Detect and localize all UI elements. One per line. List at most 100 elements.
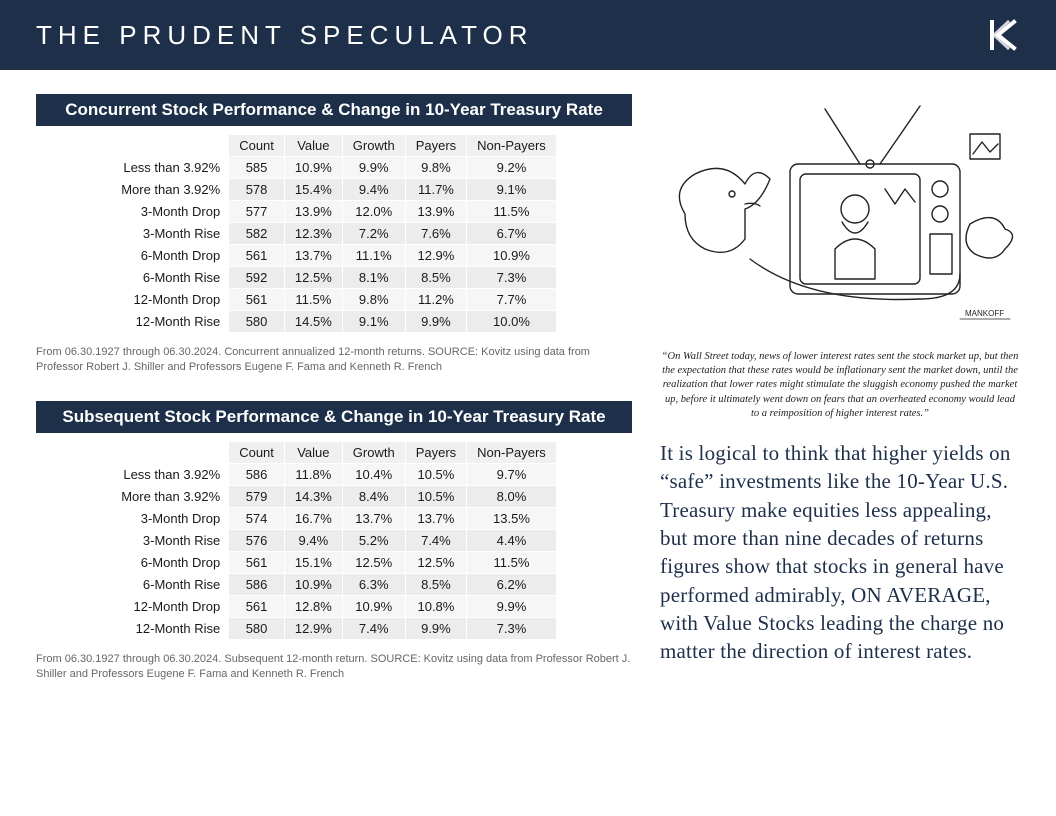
- table-cell: 561: [229, 245, 285, 267]
- table-cell: 10.4%: [342, 463, 405, 485]
- table-cell: 7.4%: [405, 529, 466, 551]
- concurrent-table-title: Concurrent Stock Performance & Change in…: [36, 94, 632, 126]
- table-cell: 8.4%: [342, 485, 405, 507]
- row-label: Less than 3.92%: [111, 463, 229, 485]
- concurrent-table-body: Less than 3.92%58510.9%9.9%9.8%9.2%More …: [111, 157, 556, 333]
- table-cell: 12.0%: [342, 201, 405, 223]
- table-cell: 9.8%: [342, 289, 405, 311]
- table-cell: 8.5%: [405, 573, 466, 595]
- table-cell: 10.5%: [405, 485, 466, 507]
- table-row: 12-Month Rise58014.5%9.1%9.9%10.0%: [111, 311, 556, 333]
- tables-column: Concurrent Stock Performance & Change in…: [36, 94, 632, 707]
- table-row: Less than 3.92%58510.9%9.9%9.8%9.2%: [111, 157, 556, 179]
- table-cell: 10.8%: [405, 595, 466, 617]
- table-cell: 11.7%: [405, 179, 466, 201]
- table-cell: 9.9%: [342, 157, 405, 179]
- row-label: 3-Month Drop: [111, 507, 229, 529]
- table-cell: 12.3%: [284, 223, 342, 245]
- table-cell: 11.8%: [284, 463, 342, 485]
- table-cell: 9.1%: [467, 179, 557, 201]
- page-title: THE PRUDENT SPECULATOR: [36, 20, 534, 51]
- table-cell: 12.8%: [284, 595, 342, 617]
- table-cell: 10.9%: [284, 573, 342, 595]
- table-cell: 6.2%: [467, 573, 557, 595]
- row-label: 3-Month Rise: [111, 223, 229, 245]
- row-label: 6-Month Rise: [111, 573, 229, 595]
- column-header: Count: [229, 135, 285, 157]
- subsequent-table-title: Subsequent Stock Performance & Change in…: [36, 401, 632, 433]
- table-cell: 586: [229, 463, 285, 485]
- row-label: 3-Month Rise: [111, 529, 229, 551]
- table-cell: 9.7%: [467, 463, 557, 485]
- table-cell: 9.4%: [342, 179, 405, 201]
- table-cell: 11.5%: [467, 201, 557, 223]
- table-cell: 10.9%: [467, 245, 557, 267]
- table-cell: 9.8%: [405, 157, 466, 179]
- column-header: Count: [229, 441, 285, 463]
- table-cell: 10.0%: [467, 311, 557, 333]
- table-row: 3-Month Drop57416.7%13.7%13.7%13.5%: [111, 507, 556, 529]
- concurrent-table: CountValueGrowthPayersNon-Payers Less th…: [111, 134, 557, 333]
- table-cell: 13.9%: [284, 201, 342, 223]
- column-header: Non-Payers: [467, 441, 557, 463]
- table-cell: 7.2%: [342, 223, 405, 245]
- page-header: THE PRUDENT SPECULATOR: [0, 0, 1056, 70]
- table-cell: 10.9%: [284, 157, 342, 179]
- table-row: More than 3.92%57815.4%9.4%11.7%9.1%: [111, 179, 556, 201]
- sidebar-column: MANKOFF “On Wall Street today, news of l…: [660, 94, 1020, 707]
- table-cell: 9.4%: [284, 529, 342, 551]
- table-cell: 8.5%: [405, 267, 466, 289]
- row-label: Less than 3.92%: [111, 157, 229, 179]
- table-cell: 561: [229, 551, 285, 573]
- table-cell: 561: [229, 289, 285, 311]
- column-header: Value: [284, 441, 342, 463]
- column-header: Non-Payers: [467, 135, 557, 157]
- table-cell: 12.9%: [284, 617, 342, 639]
- table-row: 12-Month Drop56112.8%10.9%10.8%9.9%: [111, 595, 556, 617]
- table-cell: 13.7%: [405, 507, 466, 529]
- table-cell: 9.2%: [467, 157, 557, 179]
- table-cell: 7.3%: [467, 617, 557, 639]
- row-label: 12-Month Rise: [111, 311, 229, 333]
- table-cell: 13.7%: [284, 245, 342, 267]
- table-cell: 582: [229, 223, 285, 245]
- table-cell: 574: [229, 507, 285, 529]
- svg-text:MANKOFF: MANKOFF: [965, 309, 1004, 318]
- table-cell: 16.7%: [284, 507, 342, 529]
- commentary-text: It is logical to think that higher yield…: [660, 439, 1020, 666]
- table-cell: 577: [229, 201, 285, 223]
- table-cell: 7.4%: [342, 617, 405, 639]
- table-cell: 9.1%: [342, 311, 405, 333]
- table-cell: 585: [229, 157, 285, 179]
- table-cell: 5.2%: [342, 529, 405, 551]
- table-cell: 11.1%: [342, 245, 405, 267]
- cartoon-illustration: MANKOFF: [660, 94, 1020, 344]
- table-row: Less than 3.92%58611.8%10.4%10.5%9.7%: [111, 463, 556, 485]
- row-label: 12-Month Drop: [111, 289, 229, 311]
- table-cell: 8.0%: [467, 485, 557, 507]
- table-row: 6-Month Drop56115.1%12.5%12.5%11.5%: [111, 551, 556, 573]
- table-cell: 13.9%: [405, 201, 466, 223]
- table-cell: 576: [229, 529, 285, 551]
- table-cell: 12.5%: [342, 551, 405, 573]
- table-cell: 561: [229, 595, 285, 617]
- table-cell: 14.3%: [284, 485, 342, 507]
- table-cell: 11.5%: [467, 551, 557, 573]
- table-header-row: CountValueGrowthPayersNon-Payers: [111, 441, 556, 463]
- table-cell: 13.7%: [342, 507, 405, 529]
- column-header: Value: [284, 135, 342, 157]
- table-cell: 8.1%: [342, 267, 405, 289]
- table-cell: 6.3%: [342, 573, 405, 595]
- concurrent-source-note: From 06.30.1927 through 06.30.2024. Conc…: [36, 345, 632, 375]
- row-label: 6-Month Rise: [111, 267, 229, 289]
- table-cell: 7.6%: [405, 223, 466, 245]
- table-cell: 9.9%: [467, 595, 557, 617]
- table-cell: 15.4%: [284, 179, 342, 201]
- table-row: 3-Month Rise58212.3%7.2%7.6%6.7%: [111, 223, 556, 245]
- row-label: 6-Month Drop: [111, 551, 229, 573]
- table-cell: 12.5%: [284, 267, 342, 289]
- table-row: 6-Month Rise58610.9%6.3%8.5%6.2%: [111, 573, 556, 595]
- table-row: 3-Month Rise5769.4%5.2%7.4%4.4%: [111, 529, 556, 551]
- table-header-row: CountValueGrowthPayersNon-Payers: [111, 135, 556, 157]
- row-label: 12-Month Drop: [111, 595, 229, 617]
